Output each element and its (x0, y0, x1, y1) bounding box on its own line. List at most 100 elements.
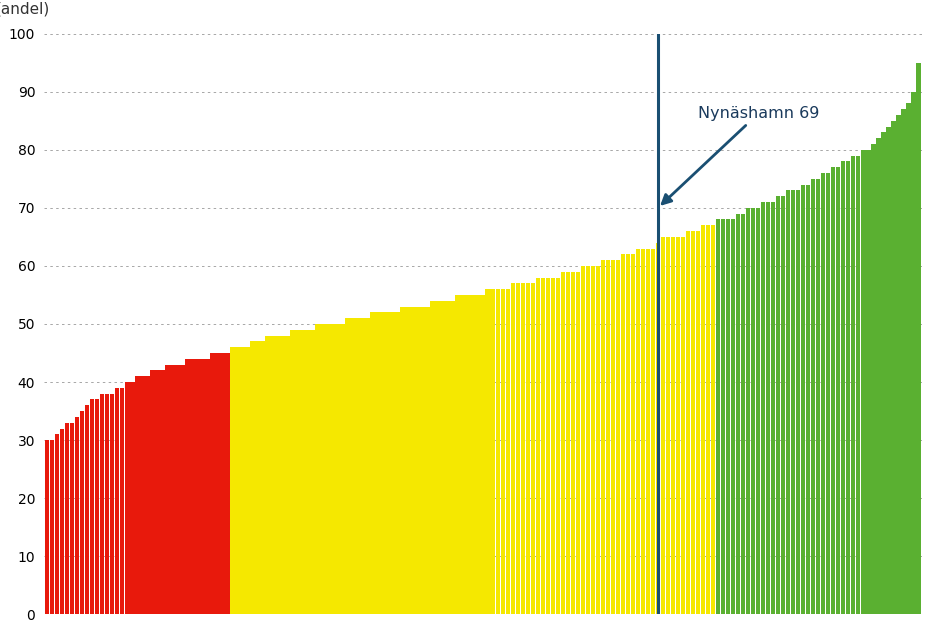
Bar (871, 144, 875, 614)
Bar (670, 237, 675, 614)
Bar (345, 318, 350, 614)
Bar (891, 121, 895, 614)
Bar (831, 167, 835, 614)
Bar (736, 214, 740, 614)
Bar (285, 335, 290, 614)
Bar (260, 342, 265, 614)
Bar (310, 330, 315, 614)
Bar (190, 359, 194, 614)
Bar (350, 318, 355, 614)
Bar (906, 103, 910, 614)
Bar (626, 255, 631, 614)
Bar (881, 132, 885, 614)
Bar (661, 237, 665, 614)
Bar (470, 295, 475, 614)
Bar (275, 335, 280, 614)
Bar (235, 347, 240, 614)
Bar (356, 318, 360, 614)
Bar (100, 394, 105, 614)
Bar (770, 202, 775, 614)
Bar (645, 248, 650, 614)
Bar (816, 179, 820, 614)
Bar (751, 208, 756, 614)
Bar (541, 278, 545, 614)
Bar (601, 260, 606, 614)
Bar (295, 330, 300, 614)
Bar (265, 335, 269, 614)
Bar (370, 312, 375, 614)
Bar (495, 289, 500, 614)
Bar (841, 161, 845, 614)
Bar (506, 289, 510, 614)
Bar (711, 225, 715, 614)
Bar (570, 271, 575, 614)
Bar (95, 399, 99, 614)
Bar (781, 196, 785, 614)
Bar (391, 312, 394, 614)
Bar (431, 301, 435, 614)
Bar (210, 353, 215, 614)
Text: (andel): (andel) (0, 1, 50, 16)
Bar (315, 324, 319, 614)
Bar (395, 312, 400, 614)
Bar (856, 155, 860, 614)
Bar (501, 289, 505, 614)
Bar (125, 382, 130, 614)
Bar (256, 342, 259, 614)
Bar (140, 376, 144, 614)
Bar (616, 260, 620, 614)
Bar (145, 376, 149, 614)
Bar (240, 347, 244, 614)
Bar (381, 312, 385, 614)
Bar (566, 271, 570, 614)
Bar (756, 208, 760, 614)
Bar (681, 237, 685, 614)
Bar (320, 324, 325, 614)
Bar (130, 382, 134, 614)
Bar (551, 278, 555, 614)
Bar (75, 417, 80, 614)
Bar (400, 307, 405, 614)
Bar (886, 127, 891, 614)
Bar (205, 359, 209, 614)
Bar (591, 266, 595, 614)
Bar (300, 330, 305, 614)
Bar (466, 295, 470, 614)
Bar (456, 295, 460, 614)
Bar (741, 214, 745, 614)
Bar (180, 365, 184, 614)
Bar (44, 440, 49, 614)
Bar (250, 342, 255, 614)
Bar (911, 92, 916, 614)
Bar (325, 324, 330, 614)
Bar (606, 260, 610, 614)
Bar (366, 318, 369, 614)
Bar (510, 283, 515, 614)
Bar (215, 353, 219, 614)
Bar (80, 411, 84, 614)
Bar (576, 271, 580, 614)
Bar (485, 289, 490, 614)
Bar (450, 301, 455, 614)
Bar (110, 394, 115, 614)
Bar (706, 225, 710, 614)
Bar (745, 208, 750, 614)
Bar (406, 307, 410, 614)
Bar (220, 353, 225, 614)
Bar (225, 353, 230, 614)
Bar (245, 347, 250, 614)
Bar (481, 295, 485, 614)
Bar (806, 184, 810, 614)
Bar (115, 388, 119, 614)
Bar (531, 283, 535, 614)
Bar (896, 115, 901, 614)
Bar (340, 324, 344, 614)
Bar (306, 330, 310, 614)
Bar (520, 283, 525, 614)
Bar (175, 365, 180, 614)
Bar (726, 219, 731, 614)
Bar (441, 301, 444, 614)
Bar (901, 109, 906, 614)
Bar (776, 196, 781, 614)
Bar (666, 237, 670, 614)
